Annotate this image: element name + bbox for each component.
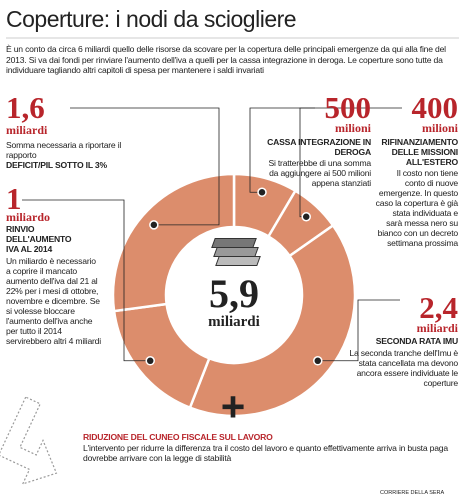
category-label: SECONDA RATA IMU (375, 336, 458, 346)
unit-label: milioni (334, 121, 371, 135)
leader-dot (301, 211, 311, 222)
value-label: 1,6 (6, 90, 45, 125)
total: 5,9 (209, 271, 259, 316)
leader-dot (313, 356, 323, 366)
category-label: CASSA INTEGRAZIONE IN DEROGA (267, 137, 371, 157)
donut-segment (188, 223, 357, 418)
description: Si tratterebbe di una somma da aggiunger… (268, 158, 371, 188)
description: Il costo non tiene conto di nuove emerge… (375, 168, 459, 248)
total-unit: miliardi (208, 314, 260, 330)
leader-line (22, 199, 151, 362)
description: La seconda tranche dell'Imu è stata canc… (349, 348, 458, 388)
description: Un miliardo è necessario a coprire il ma… (6, 256, 101, 346)
category-label: DEFICIT/PIL SOTTO IL 3% (6, 160, 107, 170)
value-label: 500 (324, 90, 372, 125)
leader-dot (257, 187, 267, 198)
unit-label: milioni (421, 121, 458, 135)
footer-text: L'intervento per ridurre la differenza t… (83, 443, 448, 463)
value-label: 400 (411, 90, 459, 125)
category-label: RINVIO DELL'AUMENTO IVA AL 2014 (6, 224, 72, 254)
arrow-icon (0, 396, 58, 485)
leader-line (70, 107, 220, 226)
unit-label: miliardi (416, 321, 458, 335)
category-label: RIFINANZIAMENTO DELLE MISSIONI ALL'ESTER… (381, 137, 458, 167)
leader-dot (145, 356, 155, 366)
value-label: 2,4 (419, 290, 458, 325)
footer-title: RIDUZIONE DEL CUNEO FISCALE SUL LAVORO (83, 432, 273, 442)
money-icon (211, 238, 261, 268)
value-label: 1 (6, 181, 22, 216)
leader-line (317, 299, 400, 362)
unit-label: miliardi (6, 123, 48, 137)
plus: + (220, 383, 246, 430)
intro: È un conto da circa 6 miliardi quello de… (6, 44, 446, 75)
leader-line (249, 107, 315, 193)
unit-label: miliardo (6, 210, 50, 224)
title: Coperture: i nodi da sciogliere (6, 6, 297, 32)
source: CORRIERE DELLA SERA (380, 490, 445, 496)
leader-dot (149, 220, 159, 230)
donut-segment (111, 172, 236, 313)
description: Somma necessaria a riportare il rapporto (6, 140, 122, 160)
